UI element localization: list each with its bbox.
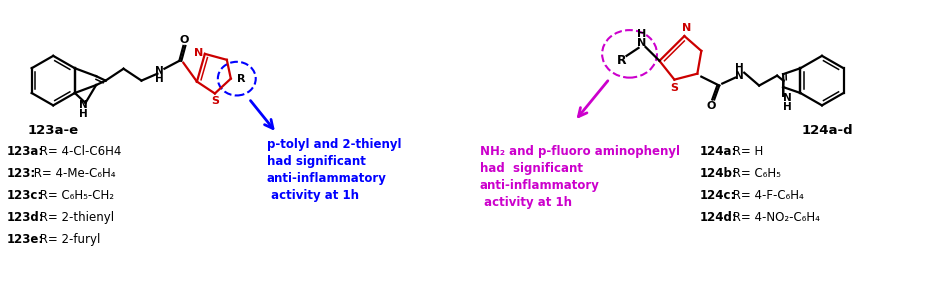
Text: O: O [706,101,716,111]
Text: R= 4-Cl-C6H4: R= 4-Cl-C6H4 [36,145,121,158]
Text: N: N [155,66,163,76]
Text: 124c:: 124c: [699,189,735,202]
Text: R= 4-Me-C₆H₄: R= 4-Me-C₆H₄ [30,167,116,180]
Text: R= C₆H₅: R= C₆H₅ [728,167,780,180]
Text: R= 2-thienyl: R= 2-thienyl [36,211,114,224]
Text: 123d:: 123d: [7,211,44,224]
Text: 123e:: 123e: [7,233,43,246]
Text: S: S [669,83,678,93]
Text: N: N [194,48,203,58]
Text: H: H [79,109,88,119]
Text: N: N [681,23,690,33]
Text: N: N [636,38,646,48]
Text: 123a:: 123a: [7,145,43,158]
Text: H: H [734,63,743,73]
Text: 124d:: 124d: [699,211,736,224]
Text: N: N [734,71,743,81]
Text: H: H [782,102,791,112]
Text: NH₂ and p-fluoro aminophenyl
had  significant
anti-inflammatory
 activity at 1h: NH₂ and p-fluoro aminophenyl had signifi… [480,145,680,209]
Text: S: S [211,96,219,106]
Text: R= 4-F-C₆H₄: R= 4-F-C₆H₄ [728,189,802,202]
Text: R= C₆H₅-CH₂: R= C₆H₅-CH₂ [36,189,113,202]
Text: H: H [155,74,163,84]
Text: O: O [179,35,189,45]
Text: R: R [236,74,244,84]
Text: 123a-e: 123a-e [27,124,78,137]
Text: H: H [636,29,646,39]
Text: 123:: 123: [7,167,36,180]
Text: N: N [79,100,88,110]
Text: R= 2-furyl: R= 2-furyl [36,233,100,246]
Text: p-tolyl and 2-thienyl
had significant
anti-inflammatory
 activity at 1h: p-tolyl and 2-thienyl had significant an… [266,138,401,202]
Text: R: R [616,54,626,67]
Text: 124a-d: 124a-d [801,124,851,137]
Text: 124b:: 124b: [699,167,736,180]
Text: 124a:: 124a: [699,145,736,158]
Text: R= H: R= H [728,145,762,158]
Text: 123c:: 123c: [7,189,42,202]
Text: N: N [782,93,791,103]
Text: R= 4-NO₂-C₆H₄: R= 4-NO₂-C₆H₄ [728,211,818,224]
